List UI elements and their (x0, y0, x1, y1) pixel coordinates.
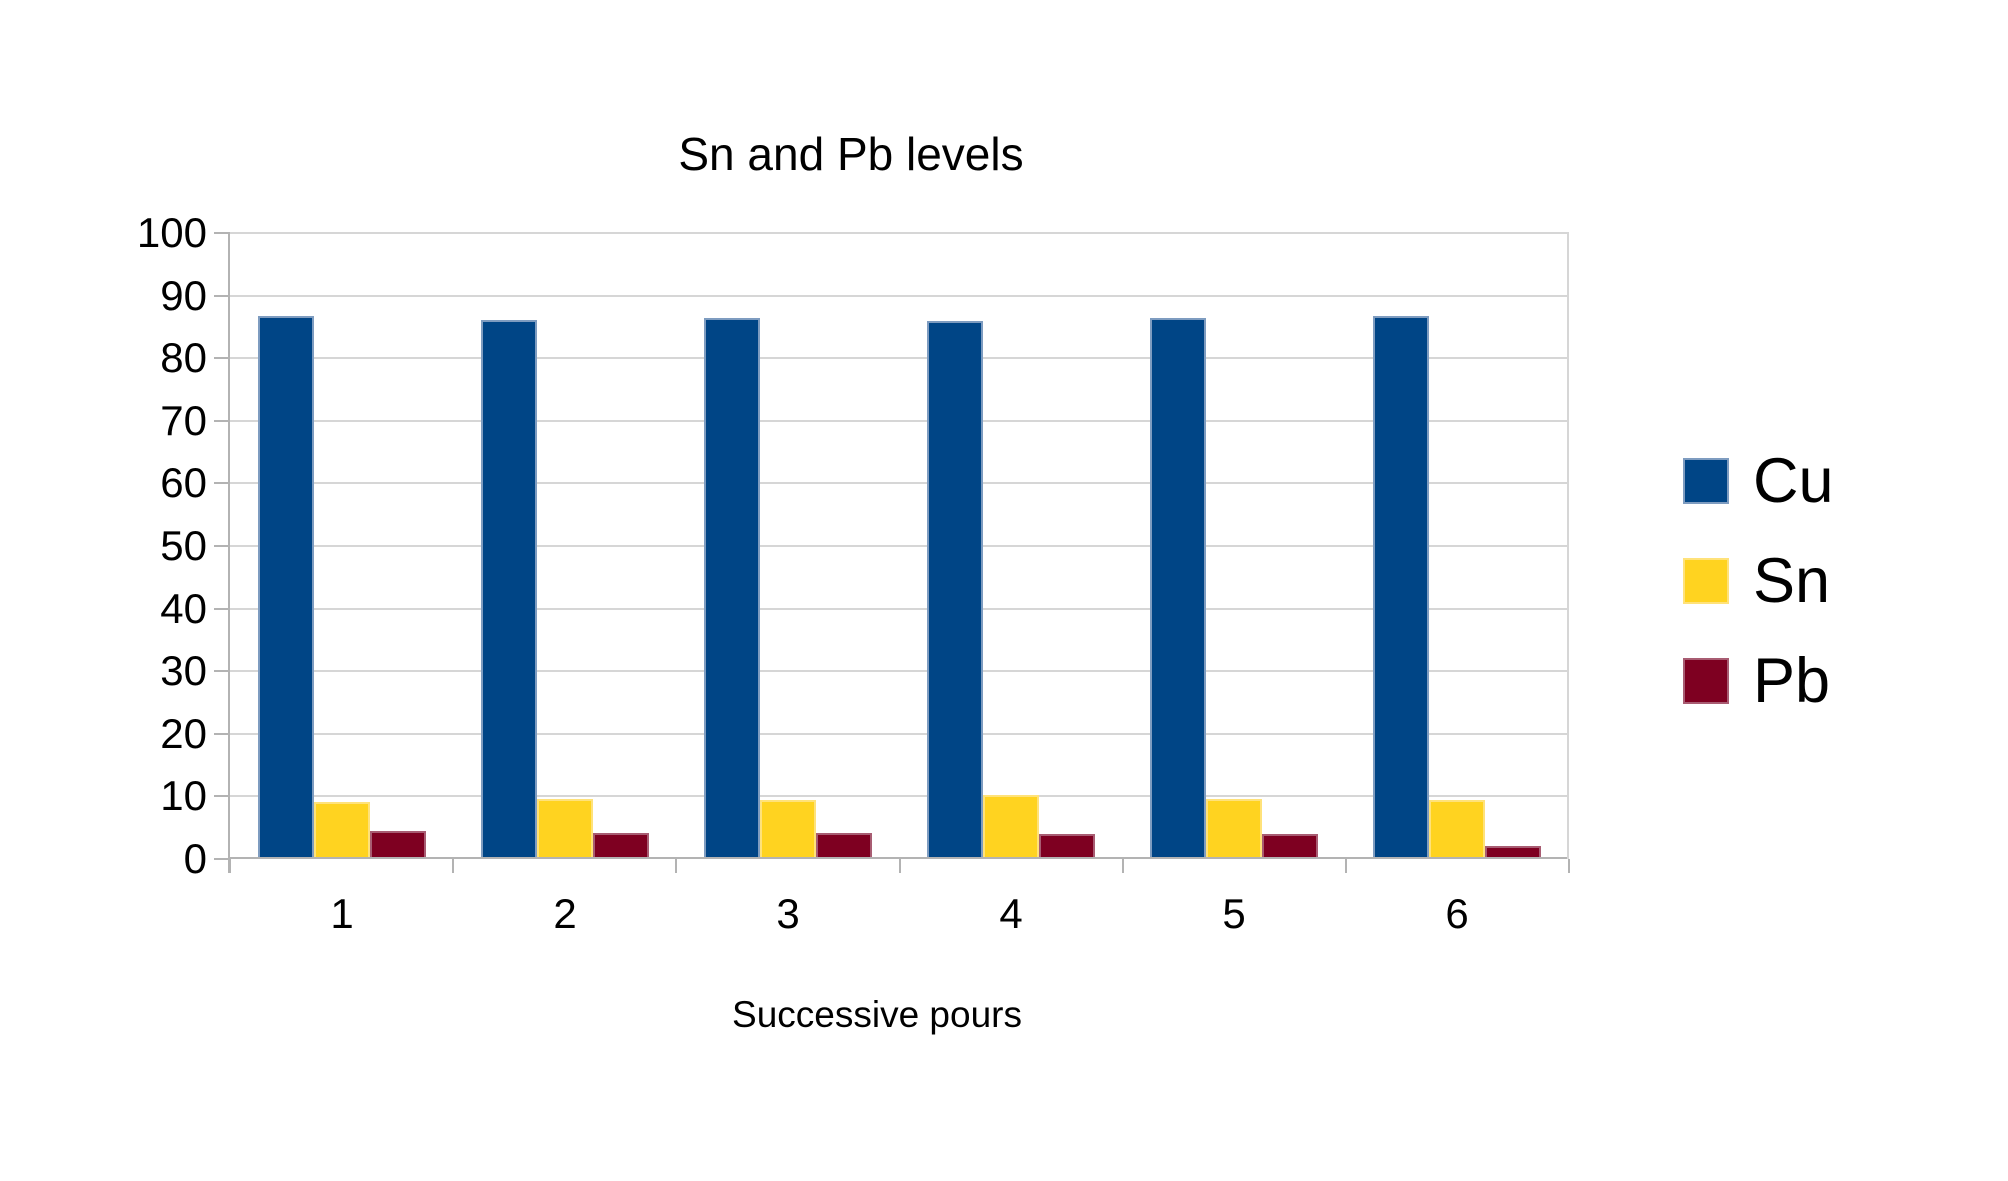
chart-title: Sn and Pb levels (678, 128, 1024, 180)
gridline-40 (230, 608, 1569, 610)
x-category-label-5: 5 (1222, 890, 1246, 937)
bar-pb-1 (370, 831, 426, 859)
legend-label-pb: Pb (1753, 645, 1831, 716)
y-tick-20 (214, 733, 230, 735)
bar-cu-2 (481, 320, 537, 859)
bar-sn-6 (1429, 800, 1485, 859)
bar-sn-5 (1206, 799, 1262, 859)
bar-cu-3 (704, 318, 760, 859)
y-tick-label-60: 60 (160, 459, 207, 506)
x-tick-0 (229, 859, 231, 873)
x-category-label-6: 6 (1445, 890, 1469, 937)
gridline-50 (230, 545, 1569, 547)
legend-label-sn: Sn (1753, 545, 1831, 616)
legend-item-cu: Cu (1683, 449, 1834, 512)
gridline-100 (230, 232, 1569, 234)
legend-swatch-sn-icon (1683, 558, 1729, 604)
legend-label-cu: Cu (1753, 445, 1834, 516)
plot-area (230, 232, 1569, 859)
bar-pb-5 (1262, 834, 1318, 859)
x-tick-2 (675, 859, 677, 873)
bar-sn-4 (983, 795, 1039, 859)
x-category-label-4: 4 (999, 890, 1023, 937)
y-tick-label-20: 20 (160, 710, 207, 757)
legend-swatch-cu-icon (1683, 458, 1729, 504)
x-category-label-2: 2 (553, 890, 577, 937)
gridline-30 (230, 670, 1569, 672)
y-tick-50 (214, 545, 230, 547)
x-axis-line (228, 857, 1569, 859)
gridline-60 (230, 482, 1569, 484)
gridline-20 (230, 733, 1569, 735)
x-tick-4 (1122, 859, 1124, 873)
gridline-90 (230, 295, 1569, 297)
y-tick-0 (214, 858, 230, 860)
y-tick-label-40: 40 (160, 585, 207, 632)
legend-item-sn: Sn (1683, 549, 1834, 612)
y-tick-40 (214, 608, 230, 610)
y-tick-label-100: 100 (136, 209, 207, 256)
y-tick-80 (214, 357, 230, 359)
legend-item-pb: Pb (1683, 649, 1834, 712)
gridline-80 (230, 357, 1569, 359)
bar-cu-5 (1150, 318, 1206, 859)
y-tick-10 (214, 795, 230, 797)
y-tick-60 (214, 482, 230, 484)
x-tick-3 (899, 859, 901, 873)
bar-pb-4 (1039, 834, 1095, 859)
x-axis-title: Successive pours (732, 994, 1022, 1035)
x-tick-5 (1345, 859, 1347, 873)
bar-pb-6 (1485, 846, 1541, 859)
y-tick-label-80: 80 (160, 334, 207, 381)
bar-cu-6 (1373, 316, 1429, 859)
y-tick-label-0: 0 (183, 835, 207, 882)
x-tick-1 (452, 859, 454, 873)
bar-cu-1 (258, 316, 314, 859)
y-tick-90 (214, 295, 230, 297)
bar-sn-3 (760, 800, 816, 859)
y-tick-label-70: 70 (160, 397, 207, 444)
x-tick-6 (1568, 859, 1570, 873)
bar-pb-3 (816, 833, 872, 859)
y-tick-label-90: 90 (160, 272, 207, 319)
y-tick-label-50: 50 (160, 522, 207, 569)
bar-sn-2 (537, 799, 593, 859)
y-tick-70 (214, 420, 230, 422)
bar-cu-4 (927, 321, 983, 859)
y-tick-label-10: 10 (160, 772, 207, 819)
y-axis-line (228, 233, 230, 873)
y-tick-label-30: 30 (160, 647, 207, 694)
legend: Cu Sn Pb (1683, 449, 1834, 758)
bar-sn-1 (314, 802, 370, 859)
gridline-10 (230, 795, 1569, 797)
legend-swatch-pb-icon (1683, 658, 1729, 704)
x-category-label-3: 3 (776, 890, 800, 937)
plot-right-border (1567, 233, 1569, 859)
y-tick-100 (214, 232, 230, 234)
bar-pb-2 (593, 833, 649, 859)
gridline-70 (230, 420, 1569, 422)
y-tick-30 (214, 670, 230, 672)
x-category-label-1: 1 (330, 890, 354, 937)
